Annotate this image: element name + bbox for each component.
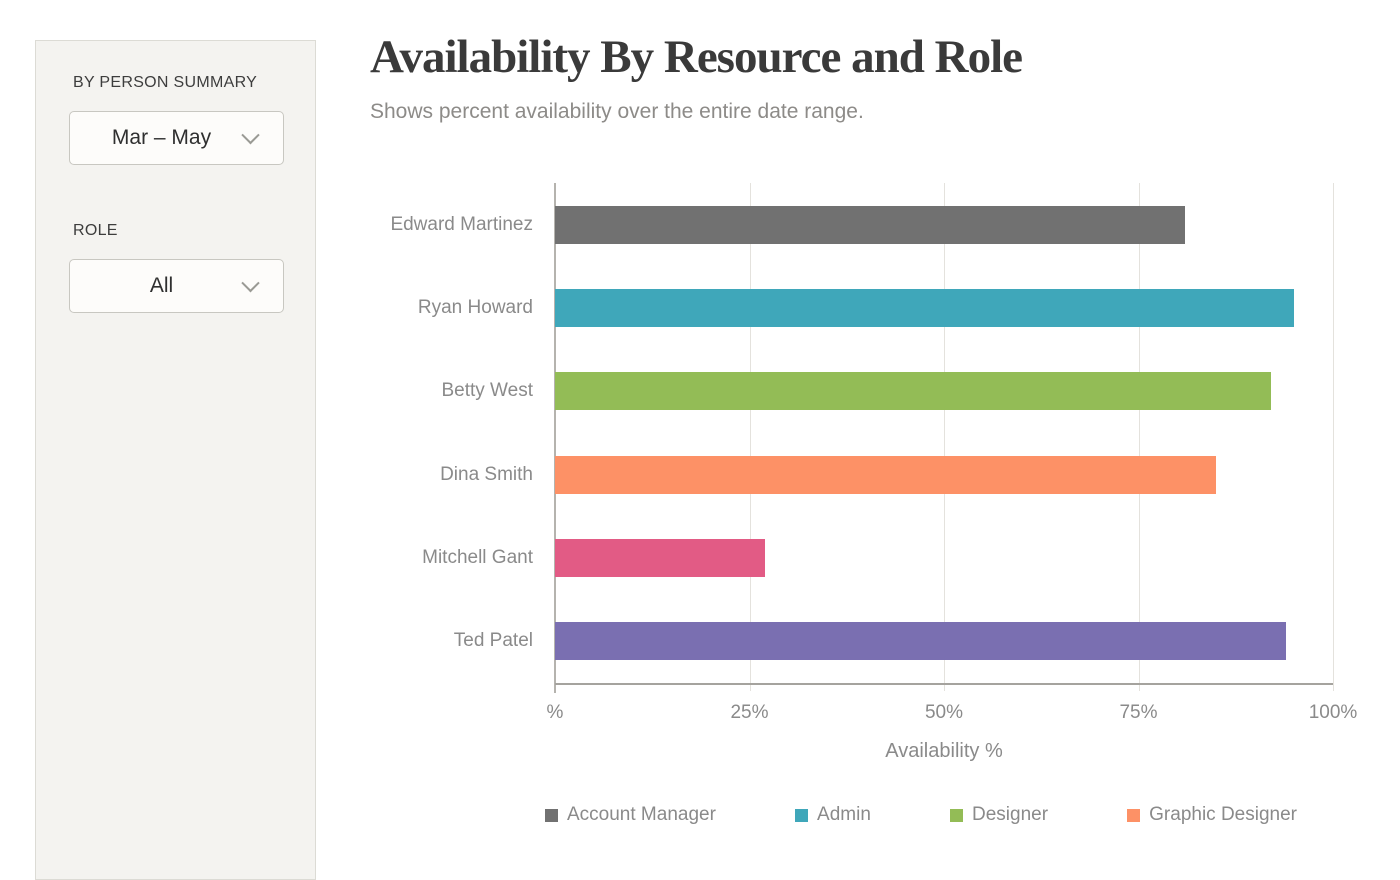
date-range-value: Mar – May	[111, 126, 212, 149]
date-range-dropdown[interactable]: Mar – May	[69, 111, 284, 165]
category-label-dina-smith: Dina Smith	[440, 463, 533, 485]
category-label-ted-patel: Ted Patel	[453, 630, 533, 652]
legend-item-graphic-designer[interactable]: Graphic Designer	[1127, 804, 1297, 826]
category-label-mitchell-gant: Mitchell Gant	[422, 546, 533, 568]
legend-item-designer[interactable]: Designer	[950, 804, 1048, 826]
plot-area	[554, 183, 1334, 693]
x-axis-title: Availability %	[885, 740, 1003, 762]
legend-swatch-icon	[545, 808, 558, 822]
page-subtitle: Shows percent availability over the enti…	[370, 100, 864, 123]
role-dropdown[interactable]: All	[69, 259, 284, 313]
x-tick-4: 100%	[1308, 702, 1358, 723]
bar-betty-west[interactable]	[555, 372, 1271, 411]
legend-label: Graphic Designer	[1149, 804, 1297, 825]
bar-ted-patel[interactable]	[555, 622, 1287, 661]
legend-label: Account Manager	[567, 804, 716, 825]
legend-label: Admin	[817, 804, 871, 825]
gridline-75	[1138, 183, 1140, 691]
legend-item-admin[interactable]: Admin	[795, 804, 871, 826]
legend-swatch-icon	[950, 808, 963, 822]
page-title: Availability By Resource and Role	[370, 31, 1023, 83]
y-axis-line	[554, 183, 556, 693]
chart-legend: Account Manager Admin Designer Graphic Desi…	[545, 804, 1297, 826]
gridline-25	[749, 183, 751, 691]
x-tick-1: 25%	[730, 702, 769, 723]
summary-section-label: BY PERSON SUMMARY	[73, 74, 258, 91]
gridline-50	[944, 183, 945, 691]
category-label-ryan-howard: Ryan Howard	[417, 296, 533, 318]
legend-swatch-icon	[1127, 808, 1141, 822]
category-label-betty-west: Betty West	[441, 380, 533, 402]
chevron-down-icon	[241, 125, 260, 145]
chevron-down-icon	[241, 273, 260, 293]
category-label-edward-martinez: Edward Martinez	[390, 213, 533, 235]
x-axis-ticks: % 25% 50% 75% 100%	[547, 702, 1358, 728]
role-value: All	[149, 274, 174, 297]
x-axis-line	[555, 683, 1333, 685]
legend-label: Designer	[972, 804, 1049, 825]
y-axis-labels: Edward Martinez Ryan Howard Betty West Dina…	[330, 183, 533, 683]
bar-edward-martinez[interactable]	[555, 205, 1186, 244]
x-tick-0: %	[546, 702, 564, 723]
filter-sidebar: BY PERSON SUMMARY Mar – May ROLE All	[35, 40, 316, 880]
legend-swatch-icon	[795, 808, 809, 822]
legend-item-account-manager[interactable]: Account Manager	[545, 804, 716, 826]
gridline-100	[1333, 183, 1334, 691]
bar-dina-smith[interactable]	[555, 455, 1217, 494]
x-tick-3: 75%	[1119, 702, 1158, 723]
bar-ryan-howard[interactable]	[555, 289, 1295, 327]
x-tick-2: 50%	[924, 702, 964, 723]
role-section-label: ROLE	[73, 222, 118, 239]
bar-mitchell-gant[interactable]	[555, 539, 766, 577]
